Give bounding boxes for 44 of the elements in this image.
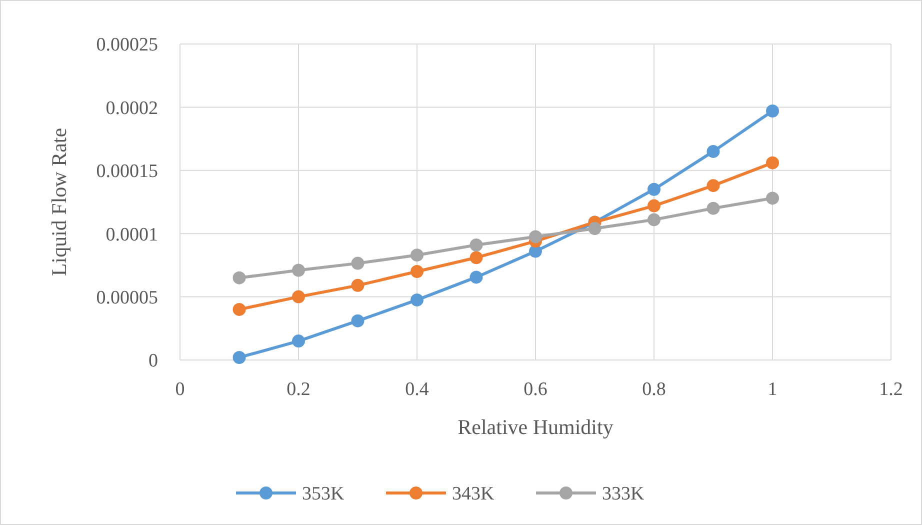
y-tick-label: 0.00015 — [96, 161, 158, 182]
point — [351, 314, 364, 328]
y-tick-label: 0.00025 — [96, 34, 158, 56]
point — [766, 104, 779, 118]
point — [470, 270, 483, 284]
point — [232, 350, 246, 364]
y-tick-label: 0 — [148, 350, 158, 372]
x-axis-title: Relative Humidity — [458, 415, 614, 439]
point — [706, 179, 720, 192]
x-tick-label: 0.2 — [286, 379, 310, 400]
point — [529, 230, 542, 244]
point — [351, 278, 364, 292]
x-tick-label: 1 — [768, 379, 778, 400]
point — [351, 256, 364, 270]
x-tick-label: 0.8 — [642, 379, 666, 400]
legend-label: 353K — [302, 484, 344, 505]
point — [588, 222, 602, 236]
point — [292, 290, 305, 304]
point — [706, 144, 720, 158]
point — [292, 334, 305, 348]
x-tick-label: 0.4 — [405, 379, 430, 400]
y-tick-label: 0.0002 — [106, 98, 158, 119]
legend-label: 343K — [452, 484, 494, 505]
x-tick-label: 0.6 — [524, 379, 548, 400]
point — [766, 156, 779, 170]
y-tick-label: 0.0001 — [106, 224, 158, 246]
y-tick-label: 0.00005 — [96, 287, 158, 308]
point — [766, 192, 779, 205]
point — [648, 182, 660, 196]
point — [292, 264, 305, 277]
point — [232, 302, 246, 316]
y-axis-title: Liquid Flow Rate — [47, 128, 71, 276]
point — [410, 265, 424, 278]
point — [470, 238, 483, 252]
legend-label: 333K — [602, 484, 644, 505]
x-tick-label: 0 — [175, 379, 185, 400]
point — [410, 293, 424, 306]
point — [648, 213, 660, 226]
point — [706, 202, 720, 215]
point — [410, 248, 424, 262]
point — [470, 251, 483, 264]
point — [232, 271, 246, 284]
x-tick-label: 1.2 — [879, 379, 903, 400]
point — [648, 199, 660, 212]
